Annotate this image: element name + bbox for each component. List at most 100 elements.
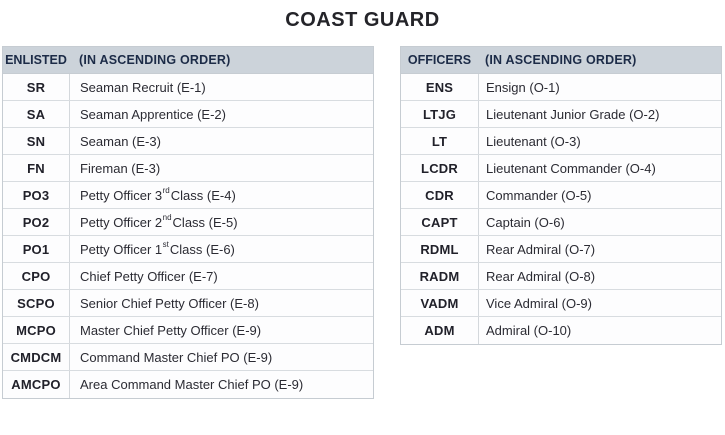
rank-title-cell: Admiral (O-10): [478, 317, 721, 344]
rank-abbreviation-cell: LTJG: [422, 106, 457, 122]
rank-title-cell: Rear Admiral (O-8): [478, 263, 721, 289]
officers-rank-table: OFFICERS (IN ASCENDING ORDER) ENS Ensign…: [400, 46, 722, 345]
rank-title-text: Lieutenant (O-3): [486, 133, 581, 149]
rank-title-text: Chief Petty Officer (E-7): [80, 268, 218, 284]
rank-title-cell: Seaman Apprentice (E-2): [69, 101, 373, 127]
rank-abbreviation-cell: ADM: [424, 323, 455, 338]
rank-title-text: Seaman (E-3): [80, 133, 161, 149]
table-row: MCPO Master Chief Petty Officer (E-9): [3, 317, 373, 344]
rank-abbreviation-cell: ENS: [425, 79, 454, 95]
rank-abbreviation-cell: MCPO: [16, 322, 56, 338]
enlisted-rank-table: ENLISTED (IN ASCENDING ORDER) SR Seaman …: [2, 46, 374, 399]
table-row: FN Fireman (E-3): [3, 155, 373, 182]
rank-title-cell: Senior Chief Petty Officer (E-8): [69, 290, 373, 316]
rank-title-text: Command Master Chief PO (E-9): [80, 349, 273, 365]
rank-abbreviation-cell: PO3: [22, 187, 50, 203]
table-row: AMCPO Area Command Master Chief PO (E-9): [3, 371, 373, 398]
rank-title-text: Lieutenant Commander (O-4): [486, 160, 656, 176]
rank-title-text: Ensign (O-1): [486, 79, 560, 95]
table-row: CPO Chief Petty Officer (E-7): [3, 263, 373, 290]
rank-title-text: Area Command Master Chief PO (E-9): [80, 377, 304, 392]
rank-abbreviation-cell: FN: [27, 160, 45, 176]
rank-title-cell: Lieutenant Junior Grade (O-2): [478, 101, 721, 127]
rank-title-text: Rear Admiral (O-8): [486, 268, 596, 284]
officers-header-order-label: (IN ASCENDING ORDER): [485, 53, 637, 67]
rank-abbreviation-cell: VADM: [420, 295, 459, 311]
rank-abbreviation-cell: PO2: [22, 214, 50, 230]
table-row: ADM Admiral (O-10): [401, 317, 721, 344]
rank-title-text: Fireman (E-3): [80, 160, 161, 176]
table-row: CDR Commander (O-5): [401, 182, 721, 209]
table-row: CMDCM Command Master Chief PO (E-9): [3, 344, 373, 371]
rank-abbreviation-cell: AMCPO: [11, 377, 61, 392]
officers-table-header: OFFICERS (IN ASCENDING ORDER): [401, 47, 721, 74]
rank-title-cell: Command Master Chief PO (E-9): [69, 344, 373, 370]
rank-title-text: Lieutenant Junior Grade (O-2): [486, 106, 660, 122]
table-row: ENS Ensign (O-1): [401, 74, 721, 101]
table-row: RDML Rear Admiral (O-7): [401, 236, 721, 263]
ordinal-superscript: nd: [162, 213, 172, 222]
page-title: COAST GUARD: [285, 9, 440, 31]
rank-title-cell: Seaman Recruit (E-1): [69, 74, 373, 100]
rank-title-text: Senior Chief Petty Officer (E-8): [80, 295, 259, 311]
rank-title-text-pre: Petty Officer 1: [80, 241, 163, 257]
rank-abbreviation-cell: CDR: [425, 187, 454, 203]
rank-title-cell: Vice Admiral (O-9): [478, 290, 721, 316]
enlisted-header-order-label: (IN ASCENDING ORDER): [79, 53, 231, 67]
rank-title-text: Seaman Apprentice (E-2): [80, 106, 226, 122]
rank-title-text: Rear Admiral (O-7): [486, 241, 596, 257]
rank-title-cell: Seaman (E-3): [69, 128, 373, 154]
rank-abbreviation-cell: CMDCM: [10, 349, 62, 365]
rank-title-text-pre: Petty Officer 2: [80, 214, 163, 230]
enlisted-table-header: ENLISTED (IN ASCENDING ORDER): [3, 47, 373, 74]
rank-title-cell: Chief Petty Officer (E-7): [69, 263, 373, 289]
rank-title-cell: Ensign (O-1): [478, 74, 721, 100]
rank-title-text: Captain (O-6): [486, 214, 565, 230]
rank-title-cell: Fireman (E-3): [69, 155, 373, 181]
rank-title-cell: Commander (O-5): [478, 182, 721, 208]
rank-abbreviation-cell: CPO: [21, 268, 51, 284]
ordinal-superscript: rd: [162, 186, 170, 195]
table-row: SN Seaman (E-3): [3, 128, 373, 155]
table-row: LTJG Lieutenant Junior Grade (O-2): [401, 101, 721, 128]
table-row: SA Seaman Apprentice (E-2): [3, 101, 373, 128]
rank-title-cell: Lieutenant (O-3): [478, 128, 721, 154]
rank-title-cell: Captain (O-6): [478, 209, 721, 235]
rank-title-text-pre: Petty Officer 3: [80, 187, 163, 203]
enlisted-header-label: ENLISTED: [5, 53, 67, 67]
rank-title-text: Seaman Recruit (E-1): [80, 79, 206, 95]
rank-title-cell: Rear Admiral (O-7): [478, 236, 721, 262]
table-row: SCPO Senior Chief Petty Officer (E-8): [3, 290, 373, 317]
rank-title-text: Commander (O-5): [486, 187, 592, 203]
table-row: LT Lieutenant (O-3): [401, 128, 721, 155]
officers-header-label: OFFICERS: [407, 53, 472, 67]
rank-title-cell: Area Command Master Chief PO (E-9): [69, 371, 373, 398]
table-row: VADM Vice Admiral (O-9): [401, 290, 721, 317]
rank-abbreviation-cell: CAPT: [421, 214, 458, 230]
rank-abbreviation-cell: SCPO: [17, 295, 55, 311]
rank-abbreviation-cell: LCDR: [421, 160, 458, 176]
rank-title-text-post: Class (E-5): [172, 214, 238, 230]
rank-abbreviation-cell: RDML: [420, 241, 459, 257]
rank-abbreviation-cell: RADM: [419, 268, 460, 284]
rank-title-text-post: Class (E-4): [170, 187, 236, 203]
rank-abbreviation-cell: SN: [26, 133, 46, 149]
enlisted-table-body: SR Seaman Recruit (E-1) SA Seaman Appren…: [3, 74, 373, 398]
rank-title-text: Vice Admiral (O-9): [486, 295, 592, 311]
table-row: LCDR Lieutenant Commander (O-4): [401, 155, 721, 182]
rank-title-text: Admiral (O-10): [486, 323, 572, 338]
rank-title-text-post: Class (E-6): [169, 241, 235, 257]
table-row: CAPT Captain (O-6): [401, 209, 721, 236]
rank-abbreviation-cell: PO1: [22, 241, 50, 257]
rank-abbreviation-cell: SR: [26, 79, 46, 95]
rank-abbreviation-cell: SA: [26, 106, 46, 122]
ordinal-superscript: st: [162, 240, 169, 249]
table-row: SR Seaman Recruit (E-1): [3, 74, 373, 101]
